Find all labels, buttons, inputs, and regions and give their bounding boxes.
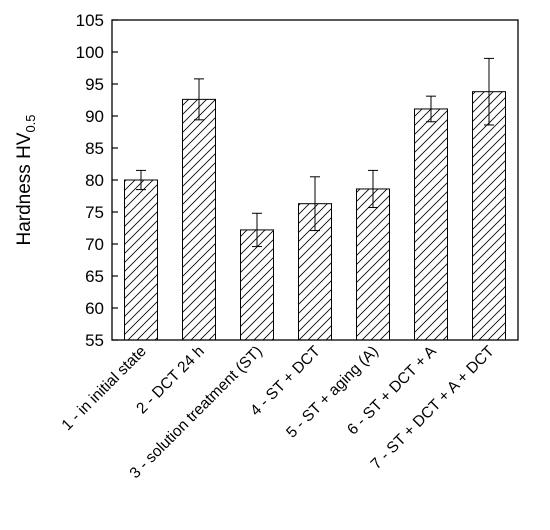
y-tick-label: 60	[85, 299, 104, 318]
y-tick-label: 90	[85, 107, 104, 126]
y-tick-label: 55	[85, 331, 104, 350]
bar	[240, 229, 274, 341]
error-bar	[426, 95, 436, 123]
y-axis-title-subscript: 0.5	[23, 114, 38, 132]
error-bar	[484, 57, 494, 126]
y-axis: 55 60 65 70 75 80 85 90 95 100 105	[76, 11, 118, 350]
error-bar	[194, 78, 204, 121]
error-bars-group	[136, 57, 494, 248]
error-bar	[310, 176, 320, 232]
y-tick-label: 65	[85, 267, 104, 286]
bar	[182, 98, 216, 341]
bar	[356, 188, 390, 341]
error-bar	[368, 169, 378, 209]
bar	[472, 91, 506, 341]
bar	[124, 179, 158, 341]
y-tick-label: 85	[85, 139, 104, 158]
x-category-label: 1 - in initial state	[59, 343, 150, 434]
y-axis-title: Hardness HV0.5	[14, 114, 38, 245]
error-bar	[252, 212, 262, 248]
y-tick-label: 75	[85, 203, 104, 222]
y-axis-title-main: Hardness HV	[14, 132, 35, 245]
y-tick-label: 105	[76, 11, 104, 30]
bar	[414, 108, 448, 341]
y-tick-label: 70	[85, 235, 104, 254]
error-bar	[136, 169, 146, 191]
x-category-label: 7 - ST + DCT + A + DCT	[368, 342, 498, 472]
y-tick-label: 100	[76, 43, 104, 62]
plot-frame	[111, 19, 519, 341]
y-tick-label: 95	[85, 75, 104, 94]
y-tick-label: 80	[85, 171, 104, 190]
